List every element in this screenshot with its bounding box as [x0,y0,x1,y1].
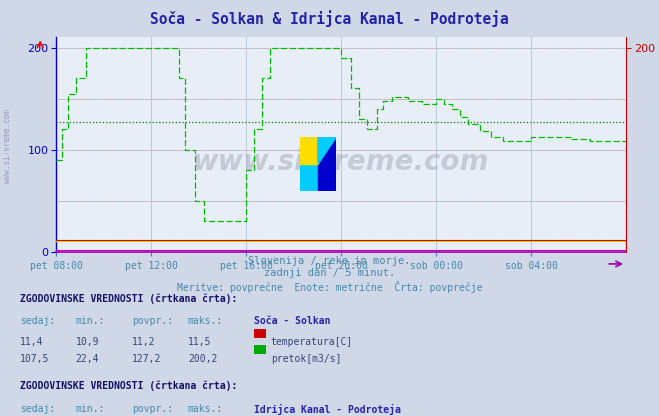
Text: maks.:: maks.: [188,316,223,326]
Text: ZGODOVINSKE VREDNOSTI (črtkana črta):: ZGODOVINSKE VREDNOSTI (črtkana črta): [20,381,237,391]
Text: Meritve: povprečne  Enote: metrične  Črta: povprečje: Meritve: povprečne Enote: metrične Črta:… [177,281,482,293]
Bar [300,137,318,191]
Text: ZGODOVINSKE VREDNOSTI (črtkana črta):: ZGODOVINSKE VREDNOSTI (črtkana črta): [20,293,237,304]
Text: Slovenija / reke in morje.: Slovenija / reke in morje. [248,256,411,266]
Text: Soča - Solkan: Soča - Solkan [254,316,330,326]
Text: Idrijca Kanal - Podroteja: Idrijca Kanal - Podroteja [254,404,401,415]
Text: Soča - Solkan & Idrijca Kanal - Podroteja: Soča - Solkan & Idrijca Kanal - Podrotej… [150,10,509,27]
Text: 11,4: 11,4 [20,337,43,347]
Text: povpr.:: povpr.: [132,404,173,414]
Text: www.si-vreme.com: www.si-vreme.com [3,109,13,183]
Text: 11,5: 11,5 [188,337,212,347]
Text: pretok[m3/s]: pretok[m3/s] [271,354,341,364]
Text: 22,4: 22,4 [76,354,100,364]
Text: povpr.:: povpr.: [132,316,173,326]
Text: sedaj:: sedaj: [20,404,55,414]
Text: sedaj:: sedaj: [20,316,55,326]
Text: 10,9: 10,9 [76,337,100,347]
Text: maks.:: maks.: [188,404,223,414]
Text: zadnji dan / 5 minut.: zadnji dan / 5 minut. [264,268,395,278]
Text: 127,2: 127,2 [132,354,161,364]
Text: 200,2: 200,2 [188,354,217,364]
Text: min.:: min.: [76,404,105,414]
Bar [300,137,318,164]
Text: min.:: min.: [76,316,105,326]
Text: 11,2: 11,2 [132,337,156,347]
Text: temperatura[C]: temperatura[C] [271,337,353,347]
Bar [318,137,336,191]
Polygon shape [318,137,336,164]
Text: 107,5: 107,5 [20,354,49,364]
Text: www.si-vreme.com: www.si-vreme.com [193,148,489,176]
